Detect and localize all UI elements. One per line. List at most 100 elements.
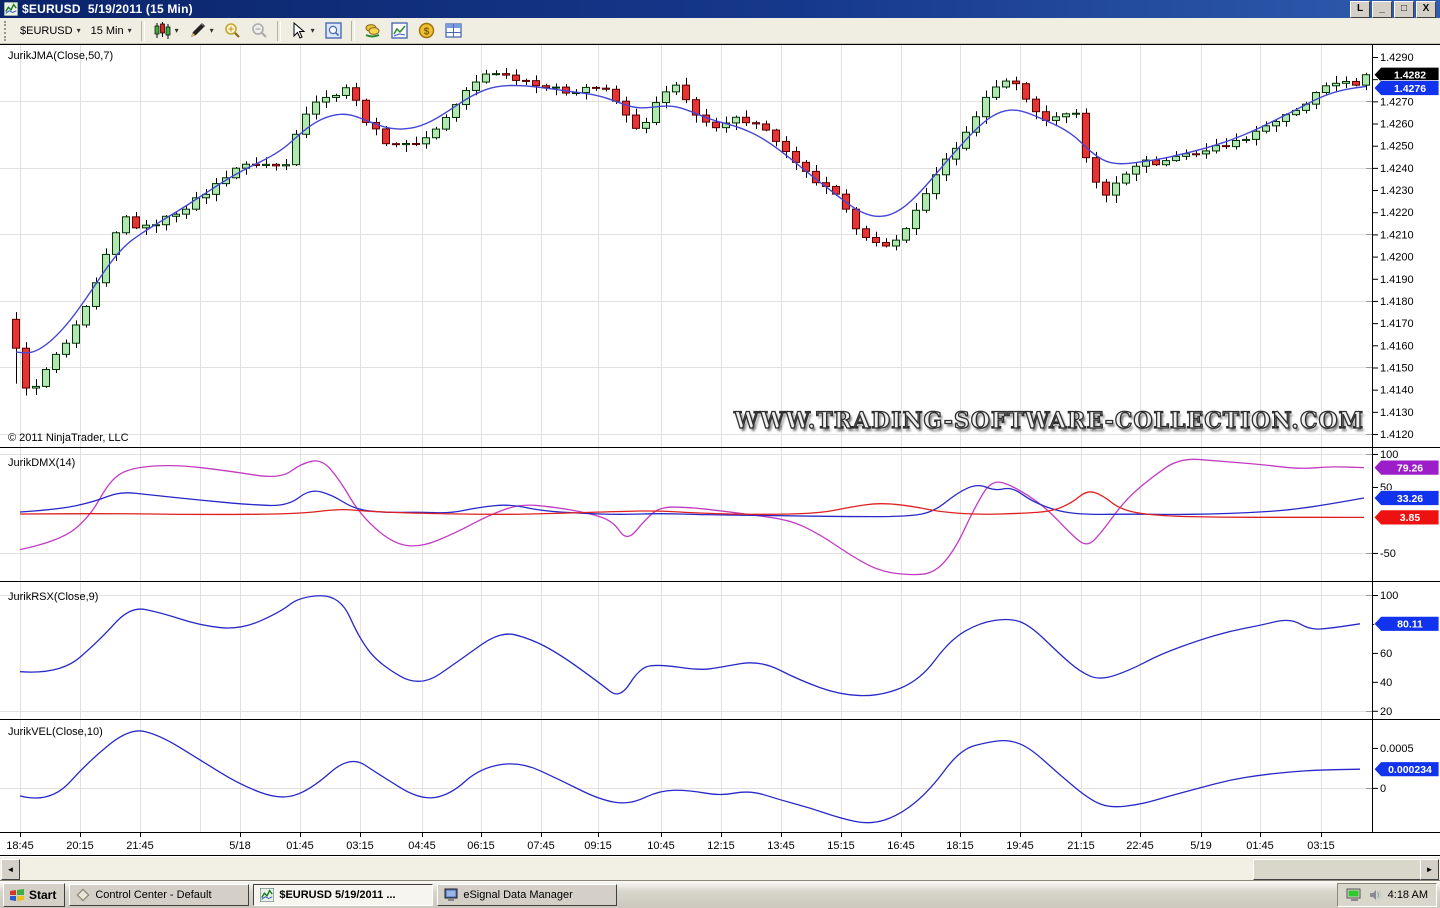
- rsx-gridlines: [0, 595, 1372, 712]
- axis-tick-label: 40: [1380, 677, 1392, 689]
- badge-value: 3.85: [1400, 512, 1421, 524]
- grid-button[interactable]: [440, 21, 467, 41]
- chevron-down-icon: ▾: [174, 26, 179, 35]
- speaker-icon: [1369, 889, 1381, 900]
- rsx-value-badge: 80.11: [1373, 615, 1440, 632]
- badge-value: 1.4282: [1394, 70, 1426, 82]
- axis-tick-label: 1.4160: [1380, 340, 1414, 352]
- zoom-in-icon: [224, 23, 240, 38]
- scroll-right-button[interactable]: ►: [1420, 859, 1439, 880]
- time-tick-label: 5/18: [229, 840, 250, 852]
- copyright-text: © 2011 NinjaTrader, LLC: [8, 432, 129, 444]
- instrument-label: $EURUSD: [20, 24, 73, 37]
- window-title: $EURUSD 5/19/2011 (15 Min): [22, 2, 193, 16]
- vel-value-badge: 0.000234: [1373, 761, 1440, 778]
- time-tick-label: 06:15: [467, 840, 495, 852]
- price-gridlines: [0, 101, 1372, 435]
- instrument-dropdown[interactable]: $EURUSD ▾: [15, 21, 86, 41]
- task-esignal-data-manager[interactable]: eSignal Data Manager: [437, 883, 618, 906]
- chevron-down-icon: ▾: [310, 26, 315, 35]
- zoom-out-icon: [251, 23, 267, 38]
- time-tick-label: 10:45: [647, 840, 675, 852]
- link-button[interactable]: L: [1350, 0, 1370, 18]
- time-tick-label: 5/19: [1190, 840, 1211, 852]
- toolbar-grip[interactable]: [4, 20, 10, 41]
- task-label: eSignal Data Manager: [463, 888, 573, 901]
- axis-tick-label: 1.4170: [1380, 318, 1414, 330]
- mini-chart-icon: [390, 22, 408, 39]
- data-box-button[interactable]: [320, 21, 347, 41]
- vel-line: [19, 730, 1361, 824]
- windows-logo-icon: [10, 888, 24, 901]
- minimize-button[interactable]: _: [1372, 0, 1392, 18]
- rsx-price-axis[interactable]: 1008060402080.11: [1373, 590, 1440, 718]
- badge-value: 1.4276: [1394, 83, 1426, 95]
- dmx-gridlines: [0, 454, 1372, 554]
- account-button[interactable]: [359, 21, 386, 41]
- axis-tick-label: 1.4260: [1380, 119, 1414, 131]
- scroll-left-button[interactable]: ◄: [1, 859, 20, 880]
- time-axis[interactable]: 18:45 20:15 21:45 5/18 01:45 03:15 04:45 06:15 0…: [6, 832, 1335, 852]
- axis-tick-label: 1.4270: [1380, 96, 1414, 108]
- cursor-dropdown[interactable]: ▾: [285, 21, 320, 41]
- zoom-out-button[interactable]: [246, 21, 273, 41]
- interval-dropdown[interactable]: 15 Min ▾: [86, 21, 137, 41]
- candlestick-style-icon: [154, 22, 170, 39]
- badge-value: 33.26: [1397, 493, 1423, 505]
- interval-label: 15 Min: [90, 24, 124, 37]
- new-chart-button[interactable]: [386, 21, 413, 41]
- scrollbar-thumb[interactable]: [1253, 859, 1426, 880]
- badge-value: 80.11: [1397, 619, 1423, 631]
- task-chart-window[interactable]: $EURUSD 5/19/2011 ...: [253, 883, 434, 906]
- start-button[interactable]: Start: [3, 882, 66, 907]
- chevron-down-icon: ▾: [76, 26, 81, 35]
- axis-tick-label: 1.4190: [1380, 274, 1414, 286]
- axis-tick-label: 1.4230: [1380, 185, 1414, 197]
- task-label: Control Center - Default: [95, 888, 212, 901]
- price-price-axis[interactable]: 1.42901.42801.42701.42601.42501.42401.42…: [1373, 52, 1440, 441]
- chart-task-icon: [260, 887, 275, 902]
- chart-toolbar: $EURUSD ▾ 15 Min ▾ ▾ ▾: [0, 18, 1440, 44]
- horizontal-scrollbar[interactable]: ◄ ►: [0, 856, 1440, 881]
- time-tick-label: 01:45: [286, 840, 314, 852]
- axis-tick-label: 1.4150: [1380, 362, 1414, 374]
- restore-button[interactable]: □: [1394, 0, 1414, 18]
- axis-tick-label: 0: [1380, 783, 1386, 795]
- gold-coin-icon: $: [418, 22, 434, 39]
- app-chart-icon: [4, 2, 18, 16]
- pencil-icon: [190, 23, 205, 37]
- rsx-panel-indicator-label: JurikRSX(Close,9): [8, 591, 99, 603]
- time-tick-label: 18:15: [946, 840, 974, 852]
- time-tick-label: 04:45: [408, 840, 436, 852]
- zoom-in-button[interactable]: [219, 21, 246, 41]
- jma-overlay-line: [15, 84, 1367, 354]
- dmx-main-line: [19, 484, 1365, 518]
- drawing-tools-dropdown[interactable]: ▾: [184, 21, 219, 41]
- vel-panel-indicator-label: JurikVEL(Close,10): [8, 726, 103, 738]
- chart-style-dropdown[interactable]: ▾: [149, 21, 184, 41]
- window-titlebar[interactable]: $EURUSD 5/19/2011 (15 Min) L _ □ X: [0, 0, 1440, 18]
- vel-price-axis[interactable]: 0.0005 00.000234: [1373, 743, 1440, 795]
- chart-background: [0, 44, 1440, 856]
- close-button[interactable]: X: [1416, 0, 1436, 18]
- badge-value: 79.26: [1397, 462, 1423, 474]
- system-tray[interactable]: 4:18 AM: [1336, 882, 1437, 907]
- network-monitor-icon: [1346, 888, 1361, 901]
- chart-canvas[interactable]: 1.42901.42801.42701.42601.42501.42401.42…: [0, 44, 1440, 856]
- dollar-button[interactable]: $: [413, 21, 440, 41]
- data-grid-icon: [445, 23, 462, 38]
- axis-tick-label: -50: [1380, 548, 1396, 560]
- esignal-monitor-icon: [444, 888, 458, 901]
- time-tick-label: 03:15: [1307, 840, 1335, 852]
- badge-value: 0.000234: [1388, 764, 1432, 776]
- dmx-value-badge: 33.26: [1373, 490, 1440, 506]
- price-value-badge: 1.4282: [1373, 66, 1440, 83]
- time-tick-label: 16:45: [887, 840, 915, 852]
- toolbar-separator: [140, 20, 145, 41]
- chevron-down-icon: ▾: [209, 26, 214, 35]
- time-tick-label: 07:45: [527, 840, 555, 852]
- time-tick-label: 13:45: [767, 840, 795, 852]
- task-control-center[interactable]: Control Center - Default: [69, 883, 250, 906]
- axis-tick-label: 1.4210: [1380, 229, 1414, 241]
